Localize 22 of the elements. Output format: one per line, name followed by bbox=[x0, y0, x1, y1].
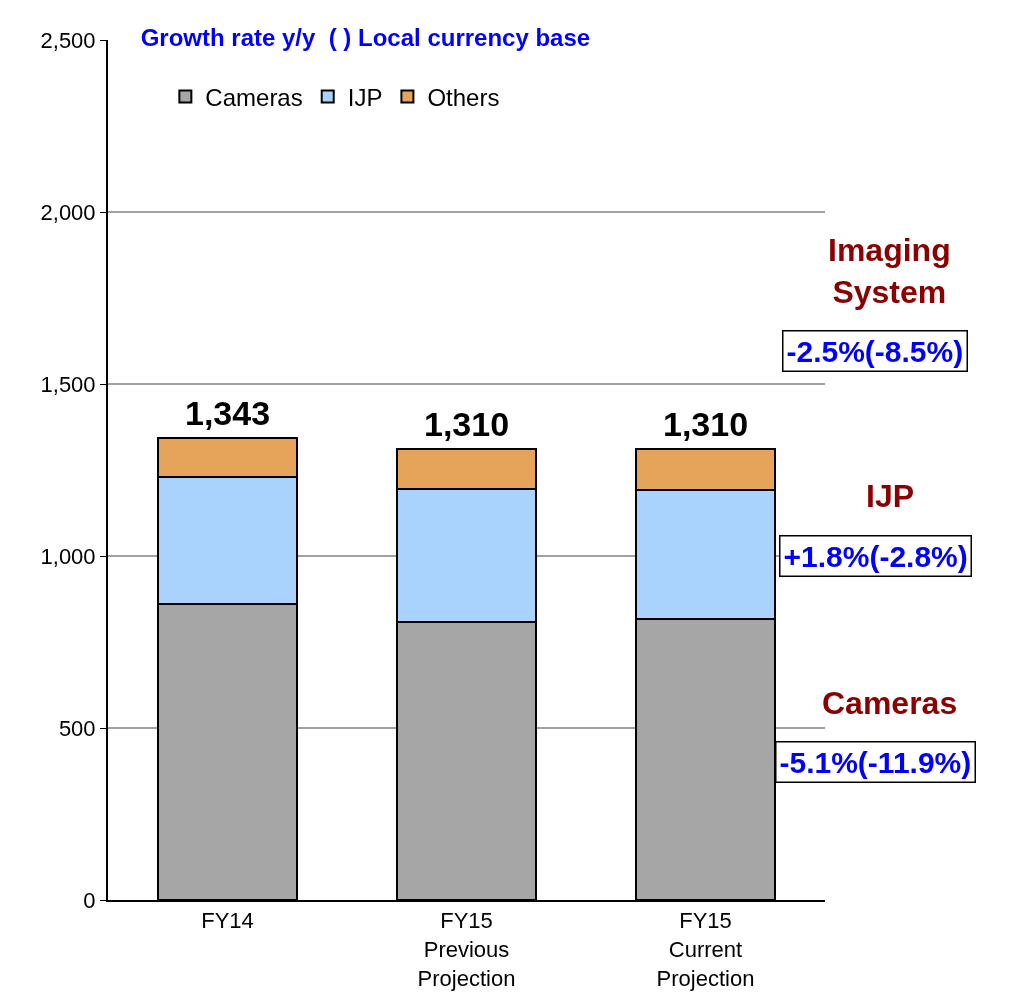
total-label: 1,310 bbox=[663, 405, 749, 443]
y-tick-label: 2,000 bbox=[40, 199, 96, 225]
total-label: 1,310 bbox=[424, 405, 510, 443]
x-tick-label: FY14 bbox=[201, 908, 254, 934]
legend-label: Others bbox=[427, 83, 500, 111]
y-tick-label: 1,500 bbox=[40, 371, 96, 397]
legend-label: Cameras bbox=[205, 83, 303, 111]
annotation: Cameras bbox=[822, 685, 958, 721]
annotation: -2.5%(-8.5%) bbox=[786, 334, 964, 368]
y-tick-label: 1,000 bbox=[40, 543, 96, 569]
legend-label: IJP bbox=[347, 83, 383, 111]
y-tick-label: 500 bbox=[58, 715, 96, 741]
x-tick-label: FY15 Previous Projection bbox=[417, 908, 516, 991]
chart-title: Growth rate y/y ( ) Local currency base bbox=[140, 23, 591, 51]
annotation: +1.8%(-2.8%) bbox=[783, 539, 968, 573]
y-tick-label: 2,500 bbox=[40, 27, 96, 53]
total-label: 1,343 bbox=[185, 394, 271, 432]
text: Imaging System bbox=[828, 232, 951, 310]
y-tick-label: 0 bbox=[83, 887, 96, 913]
text: IJP bbox=[866, 478, 915, 514]
annotation: -5.1%(-11.9%) bbox=[779, 745, 972, 779]
x-tick-label: FY15 Current Projection bbox=[656, 908, 755, 991]
